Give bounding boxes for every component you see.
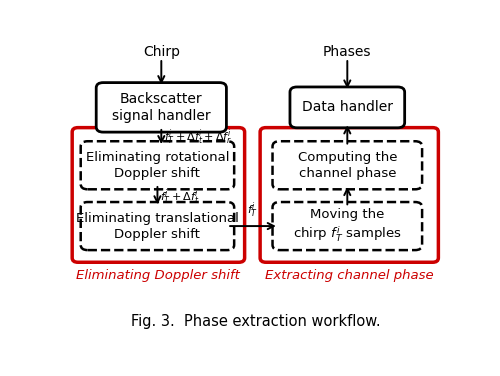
- Text: Extracting channel phase: Extracting channel phase: [265, 269, 434, 282]
- Text: $f_T^i + \Delta f_t^i$: $f_T^i + \Delta f_t^i$: [160, 187, 200, 207]
- FancyBboxPatch shape: [80, 202, 234, 250]
- FancyBboxPatch shape: [96, 83, 226, 132]
- Text: Backscatter
signal handler: Backscatter signal handler: [112, 92, 210, 123]
- FancyBboxPatch shape: [272, 202, 422, 250]
- FancyBboxPatch shape: [290, 87, 405, 128]
- Text: Phases: Phases: [323, 45, 372, 59]
- Text: $f_T^i$: $f_T^i$: [247, 201, 258, 220]
- Text: Data handler: Data handler: [302, 100, 393, 114]
- Text: Computing the
channel phase: Computing the channel phase: [298, 151, 397, 180]
- Text: Moving the
chirp $f_T^i$ samples: Moving the chirp $f_T^i$ samples: [293, 208, 402, 244]
- Text: Chirp: Chirp: [143, 45, 180, 59]
- FancyBboxPatch shape: [80, 141, 234, 189]
- Text: Eliminating Doppler shift: Eliminating Doppler shift: [76, 269, 240, 282]
- Text: Eliminating rotational
Doppler shift: Eliminating rotational Doppler shift: [86, 151, 229, 180]
- FancyBboxPatch shape: [272, 141, 422, 189]
- Text: $f_T^i + \Delta f_t^i + \Delta f_r^i$: $f_T^i + \Delta f_t^i + \Delta f_r^i$: [164, 127, 232, 147]
- Text: Fig. 3.  Phase extraction workflow.: Fig. 3. Phase extraction workflow.: [132, 314, 381, 329]
- Text: Eliminating translational
Doppler shift: Eliminating translational Doppler shift: [76, 212, 239, 241]
